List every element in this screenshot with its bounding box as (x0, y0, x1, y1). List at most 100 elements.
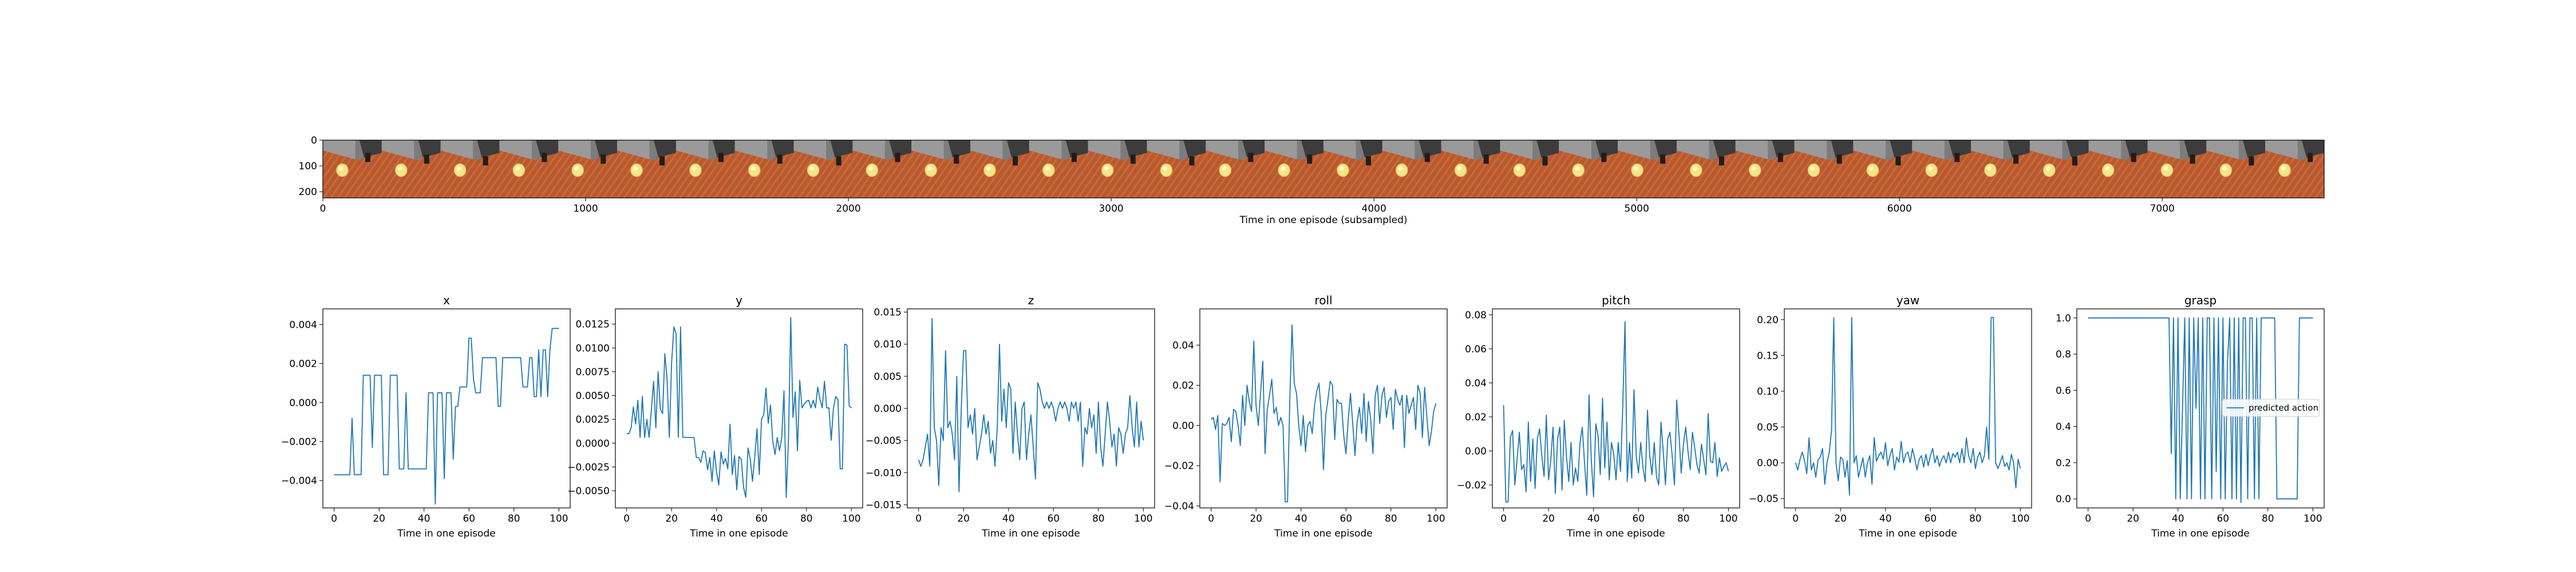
x-tick-label: 0 (1208, 513, 1214, 525)
strip-x-axis-label: Time in one episode (subsampled) (1239, 214, 1407, 226)
subplot-title: grasp (2184, 293, 2217, 307)
x-tick-label: 40 (710, 513, 723, 525)
strip-frame (2206, 140, 2266, 198)
x-tick-label: 100 (1134, 513, 1152, 525)
subplot-z: z 0 20 40 60 80 100 −0.015 −0.010 −0.005 0.000 0.00… (866, 293, 1155, 539)
strip-frame (1853, 140, 1913, 198)
x-axis-label: Time in one episode (2151, 528, 2249, 539)
axes-frame (1492, 308, 1740, 509)
strip-frame (1912, 140, 1971, 198)
y-tick-label: 0.06 (1465, 344, 1487, 355)
y-tick-label: 0.0025 (576, 414, 610, 426)
x-tick-label: 80 (1092, 513, 1105, 525)
strip-x-tick-label: 4000 (1362, 203, 1386, 214)
x-tick-label: 100 (2011, 513, 2029, 525)
strip-frame (1382, 140, 1442, 198)
y-tick-label: 0.15 (1757, 350, 1779, 362)
strip-frame (2147, 140, 2207, 198)
y-tick-label: 0.0125 (576, 319, 610, 331)
y-tick-label: −0.002 (281, 436, 317, 448)
strip-frame (675, 140, 736, 198)
y-tick-label: 0.00 (1465, 446, 1487, 457)
x-tick-label: 80 (2262, 513, 2274, 525)
strip-frame (1618, 140, 1677, 198)
subplot-roll: roll 0 20 40 60 80 100 −0.04 −0.02 0.00 0.02 0.04 Ti… (1164, 293, 1448, 539)
strip-frame (1559, 140, 1618, 198)
axes-frame (322, 308, 571, 509)
x-tick-label: 60 (1632, 513, 1645, 525)
y-tick-label: −0.04 (1164, 500, 1194, 512)
axes-frame (615, 308, 863, 509)
strip-y-tick-label: 0 (311, 135, 317, 146)
x-tick-label: 100 (2304, 513, 2322, 525)
y-tick-label: 0.02 (1465, 412, 1487, 423)
strip-frame (1676, 140, 1736, 198)
y-tick-label: 0.010 (874, 339, 902, 351)
strip-frame (2029, 140, 2089, 198)
subplot-yaw: yaw 0 20 40 60 80 100 −0.05 0.00 0.05 0.10 0.15 0.20… (1749, 293, 2032, 539)
x-tick-label: 0 (915, 513, 922, 525)
subplot-title: x (443, 293, 450, 307)
strip-frame (1206, 140, 1265, 198)
x-axis-label: Time in one episode (397, 528, 495, 539)
strip-frame (1147, 140, 1206, 198)
x-tick-label: 60 (755, 513, 768, 525)
subplot-title: pitch (1602, 293, 1630, 307)
strip-border (322, 140, 2325, 198)
x-tick-label: 80 (1677, 513, 1690, 525)
series-line (626, 317, 852, 498)
x-tick-label: 0 (331, 513, 337, 525)
strip-frame (1323, 140, 1383, 198)
x-tick-label: 40 (1295, 513, 1307, 525)
strip-frame (499, 140, 559, 198)
strip-frame (793, 140, 853, 198)
x-tick-label: 0 (1792, 513, 1799, 525)
x-tick-label: 20 (1834, 513, 1847, 525)
strip-frame (558, 140, 618, 198)
strip-y-tick-label: 200 (299, 186, 317, 198)
x-tick-label: 100 (1719, 513, 1737, 525)
y-tick-label: 0.6 (2056, 385, 2071, 396)
strip-frame (970, 140, 1030, 198)
y-tick-label: 0.04 (1465, 378, 1487, 389)
x-tick-label: 20 (957, 513, 970, 525)
strip-frames (323, 140, 2324, 198)
episode-frame-strip: 0 1000 2000 3000 4000 5000 6000 7000 0 100 200 (299, 135, 2325, 214)
y-tick-label: −0.005 (866, 435, 902, 447)
x-tick-label: 40 (1879, 513, 1892, 525)
x-tick-label: 80 (1385, 513, 1397, 525)
strip-frame (617, 140, 677, 198)
y-tick-label: −0.010 (866, 467, 902, 479)
x-tick-label: 60 (1340, 513, 1352, 525)
strip-x-tick-label: 5000 (1625, 203, 1649, 214)
x-tick-label: 40 (2172, 513, 2184, 525)
x-tick-label: 20 (1542, 513, 1555, 525)
subplot-title: roll (1314, 293, 1332, 307)
x-tick-label: 0 (1500, 513, 1507, 525)
strip-frame (2088, 140, 2148, 198)
x-tick-label: 60 (2217, 513, 2229, 525)
strip-frame (1441, 140, 1500, 198)
x-axis-label: Time in one episode (1566, 528, 1665, 539)
legend: predicted action (2222, 399, 2320, 417)
series-line (1503, 321, 1729, 503)
subplot-grasp: grasp 0 20 40 60 80 100 0.0 0.2 0.4 0.6 0.8 1.0 Time … (2056, 293, 2325, 539)
strip-frame (1265, 140, 1324, 198)
y-tick-label: 0.8 (2056, 349, 2071, 360)
strip-frame (1794, 140, 1854, 198)
y-tick-label: 0.004 (289, 319, 317, 331)
axes-frame (1784, 308, 2032, 509)
y-tick-label: 0.0 (2056, 494, 2071, 505)
subplot-title: z (1028, 293, 1034, 307)
strip-x-tick-label: 2000 (836, 203, 860, 214)
strip-frame (1029, 140, 1089, 198)
y-tick-label: −0.015 (866, 499, 902, 511)
strip-x-tick-label: 3000 (1099, 203, 1123, 214)
y-tick-label: 0.2 (2056, 458, 2071, 469)
x-tick-label: 60 (1047, 513, 1060, 525)
strip-frame (381, 140, 441, 198)
y-tick-label: 0.08 (1465, 309, 1487, 321)
y-tick-label: 0.04 (1172, 340, 1194, 351)
x-tick-label: 100 (842, 513, 860, 525)
